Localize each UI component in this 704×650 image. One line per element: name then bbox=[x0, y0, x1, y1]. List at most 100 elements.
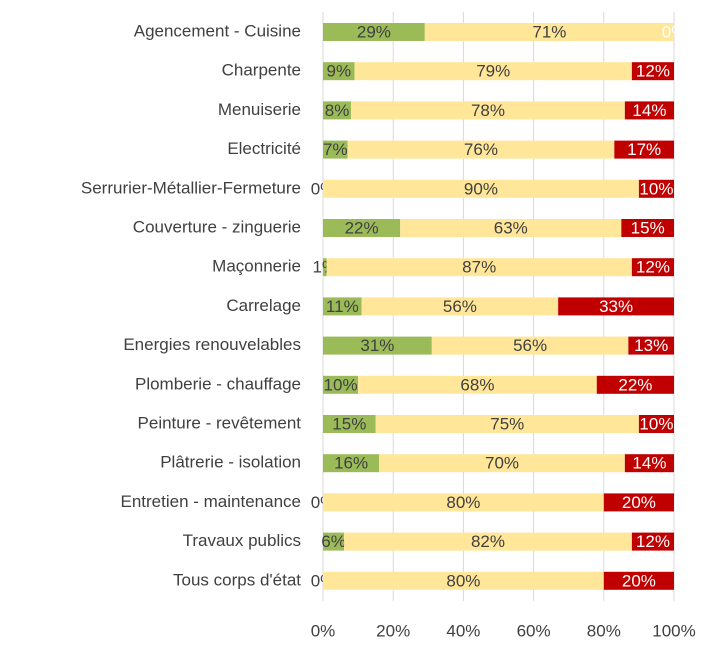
data-label: 80% bbox=[446, 571, 480, 590]
data-label: 22% bbox=[345, 218, 379, 237]
data-label: 31% bbox=[360, 336, 394, 355]
bar-segment bbox=[323, 101, 352, 120]
x-tick-label: 60% bbox=[517, 621, 551, 640]
bar-segment bbox=[323, 415, 376, 433]
bar-segment bbox=[323, 179, 639, 198]
bar-segment bbox=[638, 179, 674, 198]
data-label: 56% bbox=[513, 336, 547, 355]
data-label: 12% bbox=[636, 258, 670, 277]
y-tick-label: Plomberie - chauffage bbox=[135, 374, 301, 393]
y-tick-label: Peinture - revêtement bbox=[138, 413, 302, 432]
bar-segment bbox=[614, 140, 674, 159]
bar-segment bbox=[326, 258, 632, 277]
bar-segment bbox=[624, 454, 674, 473]
y-tick-label: Plâtrerie - isolation bbox=[160, 453, 301, 472]
data-label: 14% bbox=[632, 101, 666, 120]
data-label: 29% bbox=[357, 22, 391, 41]
data-label: 82% bbox=[471, 532, 505, 551]
bar-segment bbox=[347, 140, 615, 159]
bar-segment bbox=[596, 375, 674, 394]
bar-segment bbox=[379, 454, 625, 473]
bar-segment bbox=[323, 571, 604, 590]
bar-segment bbox=[631, 258, 674, 277]
data-label: 11% bbox=[326, 297, 359, 316]
bar-segment bbox=[361, 297, 559, 316]
bar-segment bbox=[621, 219, 674, 237]
y-tick-label: Menuiserie bbox=[218, 100, 301, 119]
bar-segment bbox=[631, 62, 674, 81]
bar-segment bbox=[323, 140, 348, 159]
data-label: 63% bbox=[494, 218, 528, 237]
bar-segment bbox=[603, 493, 674, 512]
data-label: 15% bbox=[332, 414, 366, 433]
data-label: 7% bbox=[323, 140, 348, 159]
bar-segment bbox=[323, 258, 327, 277]
bar-segment bbox=[400, 219, 622, 237]
x-tick-label: 20% bbox=[376, 621, 410, 640]
bar-segment bbox=[375, 415, 639, 433]
bar-segment bbox=[431, 336, 629, 355]
x-tick-label: 80% bbox=[587, 621, 621, 640]
data-label: 20% bbox=[622, 571, 656, 590]
data-label: 75% bbox=[490, 414, 524, 433]
data-label: 12% bbox=[636, 62, 670, 81]
y-tick-label: Tous corps d'état bbox=[173, 570, 301, 589]
bar-segment bbox=[323, 297, 362, 316]
bar-segment bbox=[323, 23, 425, 41]
data-label: 68% bbox=[460, 375, 494, 394]
y-tick-label: Carrelage bbox=[226, 296, 301, 315]
bar-segment bbox=[558, 297, 674, 316]
y-tick-label: Travaux publics bbox=[183, 531, 301, 550]
x-tick-label: 100% bbox=[652, 621, 695, 640]
bar-segment bbox=[323, 375, 359, 394]
bar-segment bbox=[323, 454, 380, 473]
data-label: 13% bbox=[634, 336, 668, 355]
data-label: 71% bbox=[532, 22, 566, 41]
data-label: 8% bbox=[325, 101, 350, 120]
bar-segment bbox=[354, 62, 632, 81]
bar-segment bbox=[603, 571, 674, 590]
bar-segment bbox=[638, 415, 674, 433]
data-label: 14% bbox=[632, 454, 666, 473]
data-label: 87% bbox=[462, 258, 496, 277]
data-label: 20% bbox=[622, 493, 656, 512]
data-label: 78% bbox=[471, 101, 505, 120]
y-tick-label: Couverture - zinguerie bbox=[133, 217, 301, 236]
data-label: 76% bbox=[464, 140, 498, 159]
y-tick-label: Maçonnerie bbox=[212, 257, 301, 276]
bar-segment bbox=[344, 532, 632, 551]
data-label: 15% bbox=[631, 218, 665, 237]
data-label: 10% bbox=[324, 375, 358, 394]
bar-segment bbox=[628, 336, 674, 355]
y-tick-label: Electricité bbox=[227, 139, 301, 158]
y-tick-label: Serrurier-Métallier-Fermeture bbox=[81, 178, 301, 197]
y-tick-label: Charpente bbox=[222, 61, 301, 80]
bar-segment bbox=[323, 532, 345, 551]
bar-segment bbox=[351, 101, 625, 120]
data-label: 80% bbox=[446, 493, 480, 512]
data-label: 10% bbox=[639, 179, 673, 198]
data-label: 16% bbox=[334, 454, 368, 473]
bar-segment bbox=[323, 336, 432, 355]
data-label: 56% bbox=[443, 297, 477, 316]
bar-segment bbox=[631, 532, 674, 551]
bar-segment bbox=[624, 101, 674, 120]
bar-segment bbox=[358, 375, 597, 394]
data-label: 9% bbox=[327, 62, 352, 81]
bar-segment bbox=[424, 23, 674, 41]
data-label: 33% bbox=[599, 297, 633, 316]
y-tick-label: Entretien - maintenance bbox=[121, 492, 302, 511]
bar-segment bbox=[323, 62, 355, 81]
bar-segment bbox=[323, 493, 604, 512]
data-label: 79% bbox=[476, 62, 510, 81]
y-tick-label: Agencement - Cuisine bbox=[134, 21, 301, 40]
data-label: 10% bbox=[639, 414, 673, 433]
x-tick-label: 0% bbox=[311, 621, 336, 640]
data-label: 22% bbox=[618, 375, 652, 394]
data-label: 90% bbox=[464, 179, 498, 198]
data-label: 17% bbox=[627, 140, 661, 159]
data-label: 6% bbox=[321, 532, 346, 551]
data-label: 70% bbox=[485, 454, 519, 473]
y-tick-label: Energies renouvelables bbox=[123, 335, 301, 354]
